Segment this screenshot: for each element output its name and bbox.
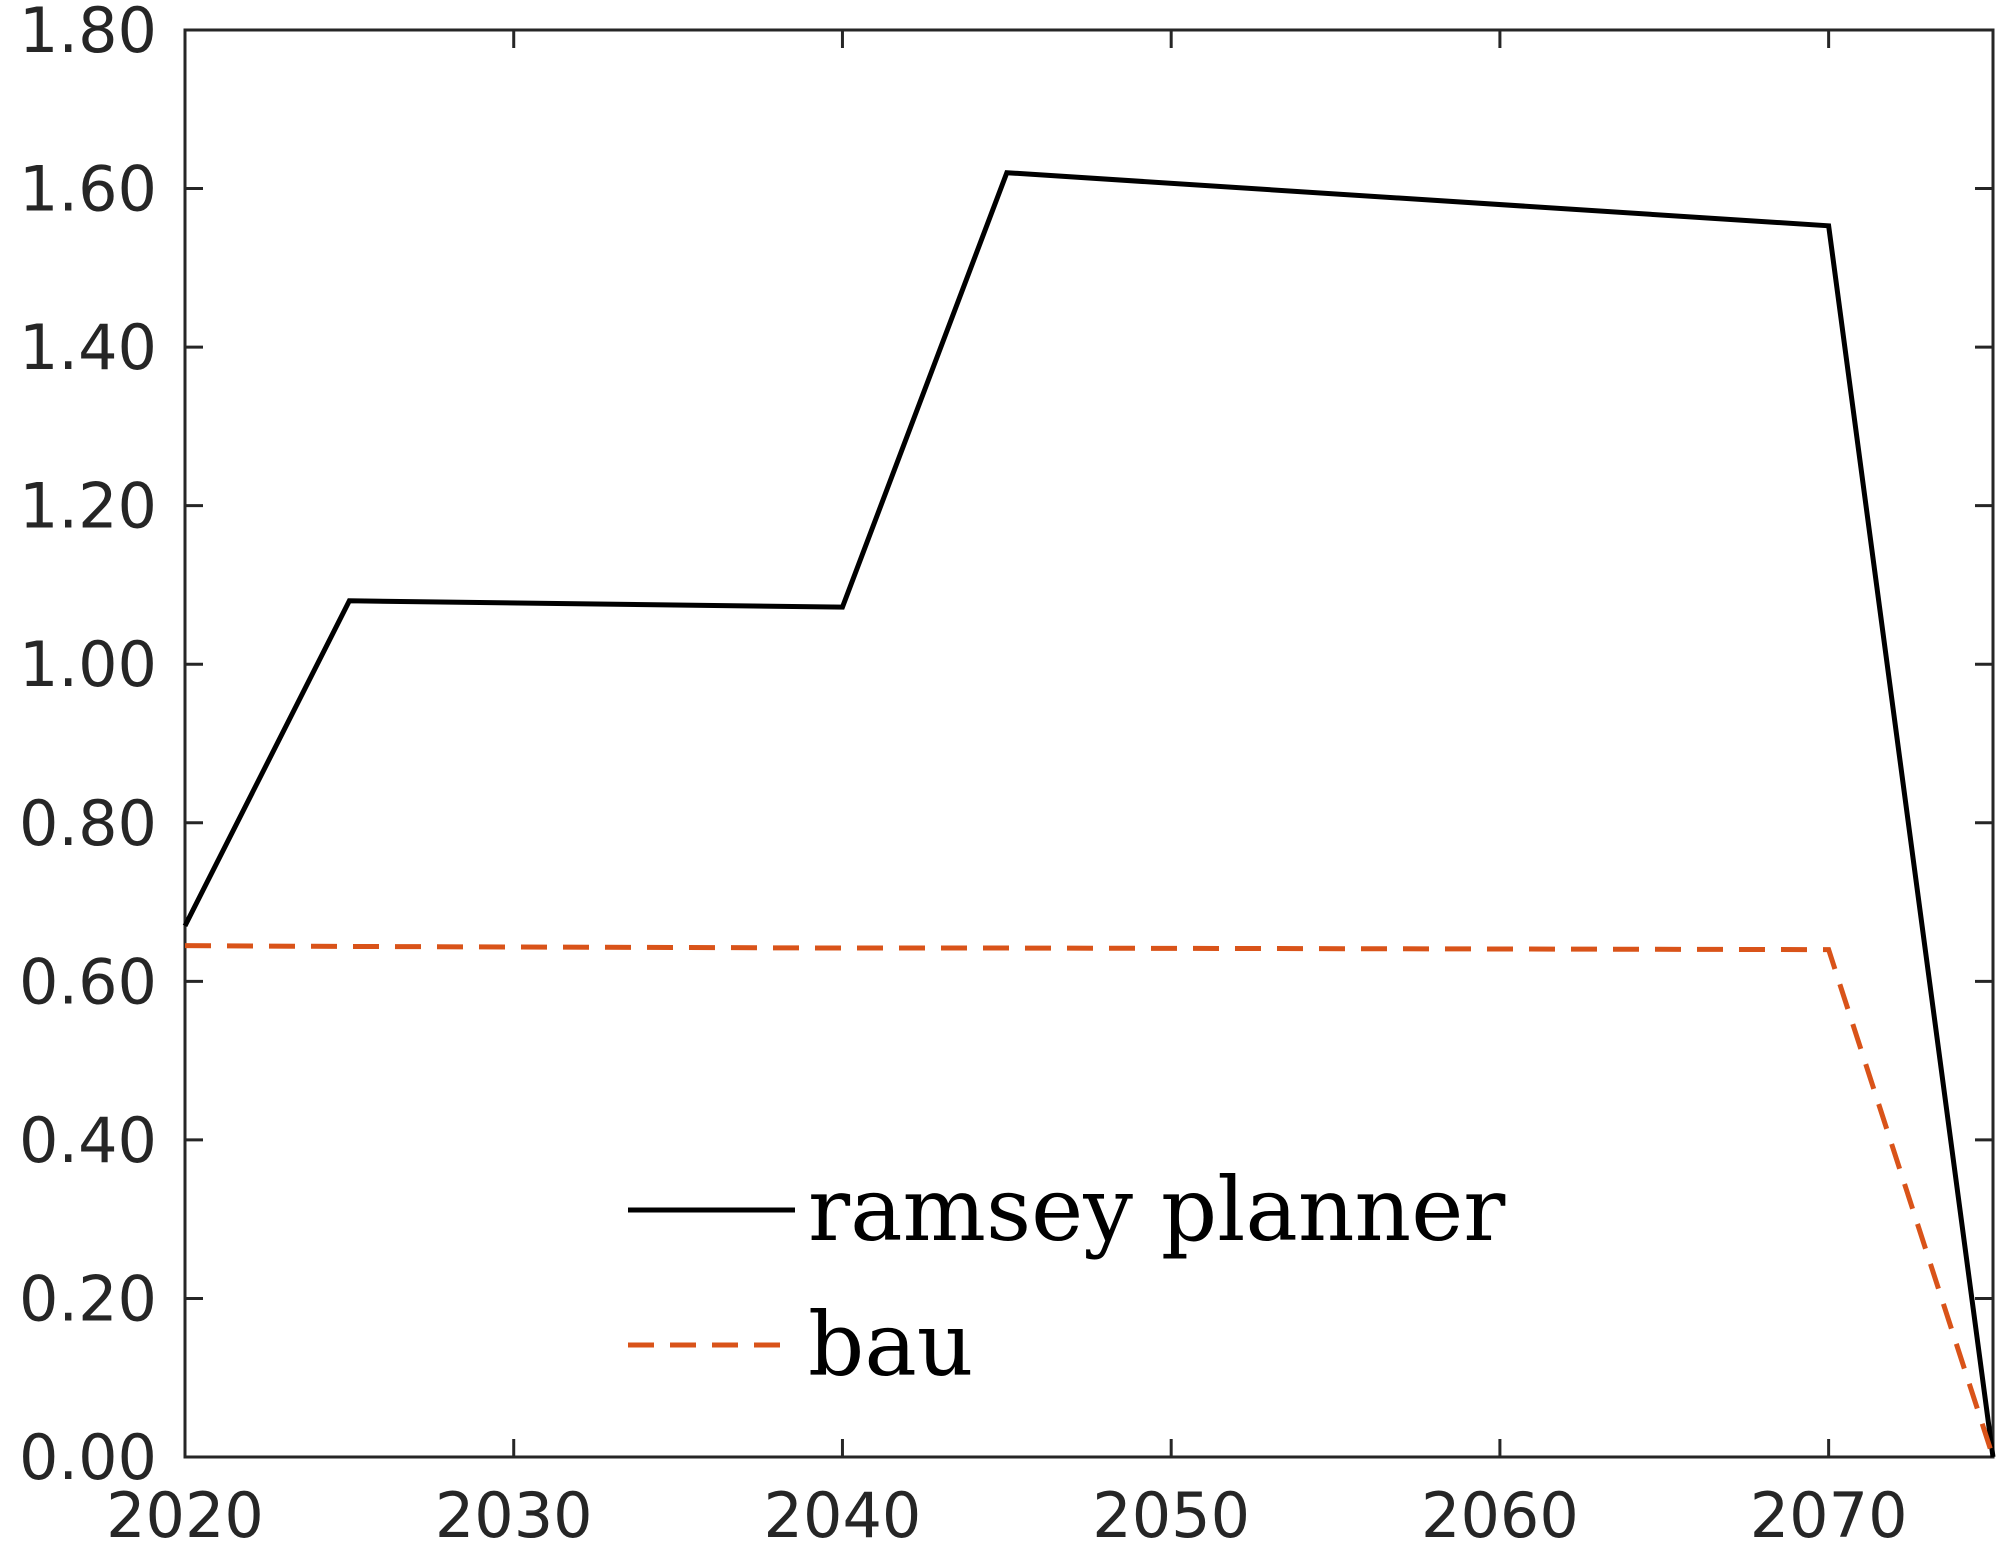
y-tick-label: 1.00 <box>19 628 157 701</box>
series-line-ramsey-planner <box>182 170 1996 1458</box>
legend-label: bau <box>808 1293 973 1396</box>
y-tick-label: 0.40 <box>19 1104 157 1177</box>
plot-area <box>182 170 1996 1458</box>
y-tick-label: 1.20 <box>19 470 157 543</box>
y-tick-label: 1.40 <box>19 311 157 384</box>
y-tick-label: 0.80 <box>19 787 157 860</box>
y-tick-label: 1.60 <box>19 153 157 226</box>
y-tick-label: 0.00 <box>19 1421 157 1494</box>
x-tick-label: 2020 <box>106 1479 264 1552</box>
x-tick-label: 2050 <box>1092 1479 1250 1552</box>
series-line-bau <box>184 943 1996 1458</box>
axes: 2020 2030 2040 2050 2060 2070 0.00 0.20 0.40 0.60… <box>19 0 1995 1552</box>
y-tick-label: 0.60 <box>19 945 157 1018</box>
legend: ramsey planner bau <box>628 1158 1506 1396</box>
y-tick-label: 0.20 <box>19 1262 157 1335</box>
x-tick-label: 2030 <box>435 1479 593 1552</box>
plot-frame <box>183 28 1995 1459</box>
x-tick-label: 2070 <box>1750 1479 1908 1552</box>
x-tick-label: 2060 <box>1421 1479 1579 1552</box>
legend-label: ramsey planner <box>808 1158 1506 1261</box>
y-tick-label: 1.80 <box>19 0 157 67</box>
x-tick-label: 2040 <box>764 1479 922 1552</box>
